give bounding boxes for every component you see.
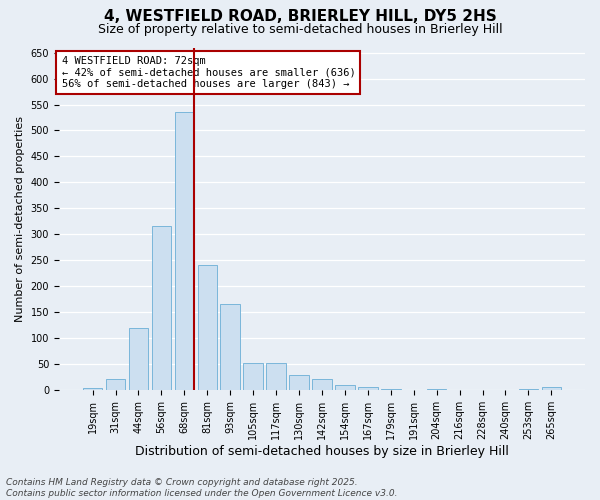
Bar bbox=[244, 363, 263, 390]
Bar bbox=[289, 376, 309, 390]
Bar bbox=[128, 328, 148, 390]
Bar bbox=[175, 112, 194, 390]
Bar bbox=[427, 389, 446, 390]
Y-axis label: Number of semi-detached properties: Number of semi-detached properties bbox=[15, 116, 25, 322]
Bar bbox=[542, 388, 561, 390]
Text: 4, WESTFIELD ROAD, BRIERLEY HILL, DY5 2HS: 4, WESTFIELD ROAD, BRIERLEY HILL, DY5 2H… bbox=[104, 9, 496, 24]
Bar bbox=[335, 384, 355, 390]
Bar bbox=[220, 304, 240, 390]
Bar bbox=[358, 388, 377, 390]
Text: Size of property relative to semi-detached houses in Brierley Hill: Size of property relative to semi-detach… bbox=[98, 22, 502, 36]
Bar bbox=[518, 389, 538, 390]
Bar bbox=[312, 380, 332, 390]
Text: 4 WESTFIELD ROAD: 72sqm
← 42% of semi-detached houses are smaller (636)
56% of s: 4 WESTFIELD ROAD: 72sqm ← 42% of semi-de… bbox=[62, 56, 355, 90]
Bar bbox=[83, 388, 103, 390]
Bar bbox=[381, 389, 401, 390]
Bar bbox=[152, 226, 171, 390]
Bar bbox=[197, 266, 217, 390]
Bar bbox=[266, 363, 286, 390]
X-axis label: Distribution of semi-detached houses by size in Brierley Hill: Distribution of semi-detached houses by … bbox=[135, 444, 509, 458]
Bar bbox=[106, 380, 125, 390]
Text: Contains HM Land Registry data © Crown copyright and database right 2025.
Contai: Contains HM Land Registry data © Crown c… bbox=[6, 478, 398, 498]
